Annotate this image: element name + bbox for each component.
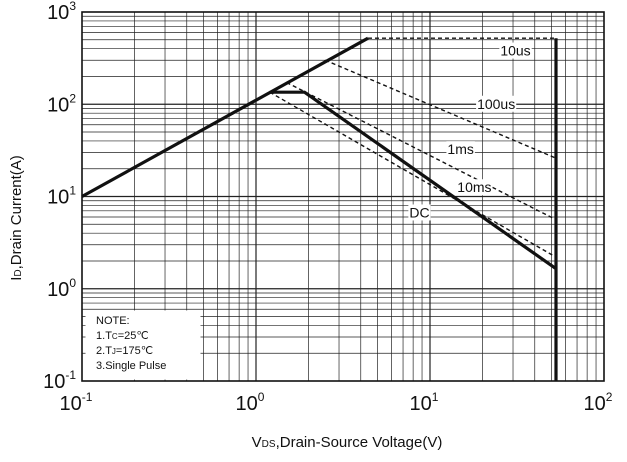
series-p1ms	[286, 81, 557, 221]
curve-label-bg	[499, 42, 532, 59]
curve-label-bg	[476, 95, 517, 112]
curve-label: 1ms	[447, 141, 473, 157]
y-axis-title: ID,Drain Current(A)	[8, 155, 25, 281]
y-tick-label: 103	[47, 0, 76, 24]
x-tick-label: 101	[410, 390, 439, 415]
note-title: NOTE:	[96, 315, 130, 327]
curve-label-bg	[456, 179, 493, 196]
series-dc	[269, 90, 557, 271]
series-p10us	[368, 37, 557, 82]
curve-labels: 10us 100us 1ms 10ms DC	[408, 42, 532, 221]
note-box: NOTE: 1.TC=25℃ 2.TJ=175℃ 3.Single Pulse	[85, 310, 201, 380]
note-line-3: 3.Single Pulse	[96, 360, 166, 372]
note-line-1: 1.TC=25℃	[96, 330, 149, 342]
x-axis-title: VDS,Drain-Source Voltage(V)	[252, 434, 443, 451]
x-tick-label: 10-1	[60, 390, 93, 415]
curve-label-bg	[408, 204, 431, 221]
curve-label-bg	[446, 141, 475, 158]
note-line-2: 2.TJ=175℃	[96, 345, 153, 357]
curve-label: 10ms	[457, 179, 491, 195]
series-rdson	[81, 36, 369, 198]
tick-labels: 10-1 100 101 102 10-1 100 101 102 103	[43, 0, 613, 415]
series-p100us	[324, 59, 557, 159]
curve-label: 10us	[500, 43, 530, 59]
series-layer	[81, 36, 558, 381]
curve-label: DC	[409, 204, 429, 220]
x-tick-label: 102	[584, 390, 613, 415]
grid	[81, 11, 605, 382]
x-tick-label: 100	[236, 390, 265, 415]
y-tick-label: 100	[47, 276, 76, 301]
y-tick-label: 101	[47, 184, 76, 209]
curve-label: 100us	[477, 96, 515, 112]
y-tick-label: 102	[47, 91, 76, 116]
series-p10ms	[269, 91, 557, 258]
note-background	[85, 310, 201, 380]
y-tick-label: 10-1	[43, 368, 76, 393]
